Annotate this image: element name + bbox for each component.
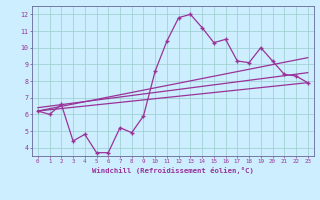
X-axis label: Windchill (Refroidissement éolien,°C): Windchill (Refroidissement éolien,°C) [92, 167, 254, 174]
